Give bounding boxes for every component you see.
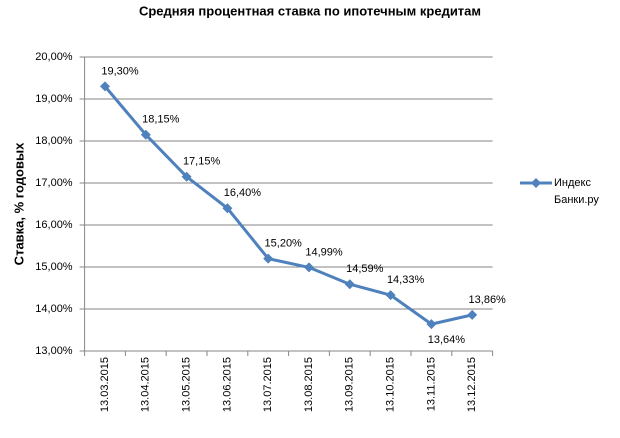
y-tick-label: 19,00% bbox=[35, 93, 73, 105]
chart-title: Средняя процентная ставка по ипотечным к… bbox=[139, 3, 481, 18]
marker bbox=[385, 290, 396, 301]
data-label: 15,20% bbox=[265, 238, 303, 250]
data-label: 14,33% bbox=[387, 274, 425, 286]
x-tick-label: 13.08.2015 bbox=[303, 357, 315, 412]
marker bbox=[100, 81, 110, 92]
y-tick-label: 20,00% bbox=[35, 51, 73, 63]
marker bbox=[181, 171, 192, 182]
y-tick-label: 17,00% bbox=[35, 177, 73, 189]
x-tick-label: 13.05.2015 bbox=[181, 357, 193, 412]
legend: Индекс Банки.ру bbox=[518, 175, 620, 209]
data-label: 17,15% bbox=[183, 156, 221, 168]
data-label: 14,99% bbox=[305, 246, 343, 258]
marker bbox=[140, 129, 151, 140]
x-tick-label: 13.04.2015 bbox=[140, 357, 152, 412]
marker bbox=[426, 319, 437, 330]
legend-marker bbox=[531, 178, 541, 188]
legend-swatch bbox=[520, 178, 552, 188]
marker bbox=[222, 203, 233, 214]
x-tick-label: 13.11.2015 bbox=[425, 357, 437, 411]
marker bbox=[344, 279, 355, 290]
marker bbox=[467, 309, 478, 320]
y-tick-label: 16,00% bbox=[35, 219, 73, 231]
x-tick-label: 13.10.2015 bbox=[385, 357, 397, 412]
y-axis-label: Ставка, % годовых bbox=[11, 142, 26, 265]
x-tick-label: 13.09.2015 bbox=[344, 357, 356, 412]
data-label: 13,64% bbox=[428, 334, 466, 346]
x-tick-label: 13.06.2015 bbox=[221, 357, 233, 412]
y-tick-label: 18,00% bbox=[35, 135, 73, 147]
y-tick-label: 15,00% bbox=[35, 261, 73, 273]
y-tick-label: 13,00% bbox=[35, 345, 73, 357]
data-label: 19,30% bbox=[101, 65, 139, 77]
x-tick-label: 13.07.2015 bbox=[262, 357, 274, 412]
legend-label: Индекс Банки.ру bbox=[554, 177, 599, 206]
data-label: 16,40% bbox=[224, 187, 262, 199]
data-label: 13,86% bbox=[469, 294, 507, 306]
marker bbox=[304, 262, 314, 273]
marker bbox=[263, 253, 274, 264]
series-line bbox=[103, 85, 473, 326]
x-tick-label: 13.12.2015 bbox=[466, 357, 478, 412]
x-tick-label: 13.03.2015 bbox=[99, 357, 111, 412]
data-label: 14,59% bbox=[346, 263, 384, 275]
y-tick-label: 14,00% bbox=[35, 303, 73, 315]
data-label: 18,15% bbox=[142, 114, 180, 126]
